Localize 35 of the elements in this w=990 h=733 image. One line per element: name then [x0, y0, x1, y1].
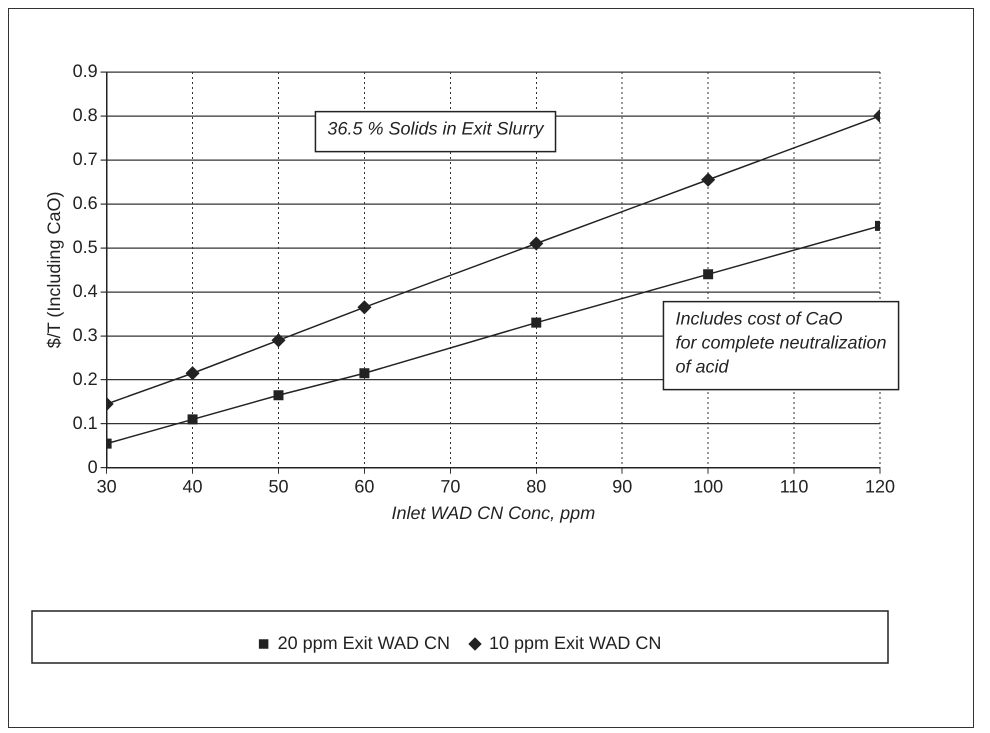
x-tick-label: 120 [864, 476, 896, 497]
point [188, 414, 198, 424]
point [701, 172, 715, 186]
y-tick-label: 0.6 [72, 192, 98, 213]
x-tick-label: 50 [268, 476, 288, 497]
y-tick-label: 0.5 [72, 236, 98, 257]
point [272, 334, 286, 348]
point [531, 318, 542, 328]
y-tick-label: 0 [88, 456, 98, 477]
y-tick-label: 0.1 [72, 412, 98, 433]
x-tick-label: 30 [96, 476, 117, 497]
point [530, 236, 544, 250]
point [186, 366, 200, 380]
annotation: Includes cost of CaO for complete neutralization of acid [675, 308, 887, 377]
x-tick-label: 90 [612, 476, 632, 497]
x-tick-label: 70 [440, 476, 460, 497]
legend-label: 20 ppm Exit WAD CN [278, 632, 450, 653]
y-axis-title: $/T (Including CaO) [44, 192, 64, 348]
x-axis-title: Inlet WAD CN Conc, ppm [391, 503, 596, 524]
point [358, 300, 372, 314]
point [273, 390, 284, 400]
y-tick-label: 0.7 [72, 148, 98, 169]
point [359, 368, 370, 378]
x-tick-label: 60 [354, 476, 374, 497]
x-tick-label: 40 [182, 476, 203, 497]
annotation: 36.5 % Solids in Exit Slurry [327, 118, 545, 139]
x-tick-label: 80 [526, 476, 546, 497]
y-tick-label: 0.2 [72, 368, 98, 389]
y-tick-label: 0.9 [72, 60, 98, 81]
y-tick-label: 0.4 [72, 280, 98, 301]
y-tick-label: 0.3 [72, 324, 98, 345]
y-tick-label: 0.8 [72, 104, 98, 125]
x-tick-label: 110 [780, 476, 808, 497]
legend-label: 10 ppm Exit WAD CN [489, 632, 662, 653]
x-tick-label: 100 [693, 476, 724, 497]
